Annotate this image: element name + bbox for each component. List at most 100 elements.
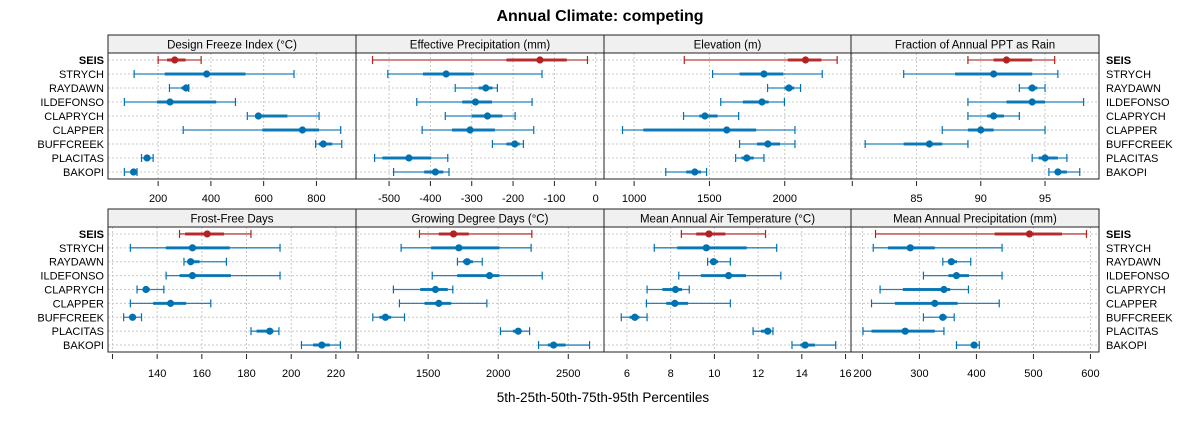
panel-strip xyxy=(108,209,356,227)
site-label-left: PLACITAS xyxy=(52,153,104,165)
median-point xyxy=(1041,154,1049,162)
median-point xyxy=(990,112,998,120)
site-label-left: ILDEFONSO xyxy=(40,97,104,109)
median-point xyxy=(758,98,766,106)
median-point xyxy=(431,168,439,176)
panel-growing-degree-days-c: Growing Degree Days (°C) 1500 2000 2500 xyxy=(355,208,605,380)
site-label-left: BAKOPI xyxy=(63,167,104,179)
site-label-right: SEIS xyxy=(1106,229,1131,241)
site-label-right: PLACITAS xyxy=(1106,153,1158,165)
median-point xyxy=(801,341,809,349)
site-label-right: CLAPPER xyxy=(1106,125,1157,137)
interval-seis xyxy=(418,229,533,238)
site-label-left: SEIS xyxy=(79,55,104,67)
median-point xyxy=(166,299,175,307)
x-tick-label: 200 xyxy=(149,193,167,205)
site-label-right: CLAPPER xyxy=(1106,298,1157,310)
interval-strych xyxy=(129,243,281,252)
interval-clapper xyxy=(621,126,796,134)
panel-strip xyxy=(108,35,356,53)
median-point xyxy=(471,98,480,106)
x-tick-label: 90 xyxy=(975,193,987,205)
median-point xyxy=(947,258,955,266)
site-label-left: RAYDAWN xyxy=(49,83,104,95)
interval-placitas xyxy=(374,154,449,162)
interval-ildefonso xyxy=(967,98,1085,106)
median-point xyxy=(142,285,150,294)
panels-layer: Design Freeze Index (°C) 200 400 600 800 Effe… xyxy=(107,34,1100,380)
median-point xyxy=(952,272,961,280)
median-point xyxy=(743,154,751,162)
panel-strip xyxy=(356,35,604,53)
interval-clapper xyxy=(645,299,731,308)
x-tick-label: 180 xyxy=(237,368,255,380)
interval-seis xyxy=(874,229,1088,238)
panel-strip xyxy=(851,209,1099,227)
panel-strip-title: Fraction of Annual PPT as Rain xyxy=(895,40,1055,52)
median-point xyxy=(129,168,138,176)
panel-design-freeze-index-c: Design Freeze Index (°C) 200 400 600 800 xyxy=(107,34,357,205)
panel-border xyxy=(107,208,357,353)
site-label-right: BUFFCREEK xyxy=(1106,312,1173,324)
x-tick-label: 2000 xyxy=(772,193,796,205)
median-point xyxy=(760,70,768,78)
x-tick-label: 2500 xyxy=(556,368,580,380)
median-point xyxy=(405,154,413,162)
site-label-right: CLAPRYCH xyxy=(1106,111,1166,123)
site-label-left: BUFFCREEK xyxy=(37,139,104,151)
x-tick-label: 16 xyxy=(839,368,851,380)
interval-ildefonso xyxy=(416,98,533,106)
site-label-left: SEIS xyxy=(79,229,104,241)
interval-buffcreek xyxy=(922,313,955,322)
panel-strip xyxy=(356,209,604,227)
median-point xyxy=(318,341,326,349)
chart-title: Annual Climate: competing xyxy=(496,8,703,25)
x-tick-label: 1500 xyxy=(416,368,440,380)
interval-buffcreek xyxy=(864,140,969,148)
interval-ildefonso xyxy=(123,98,237,106)
interval-seis xyxy=(680,229,767,238)
interval-strych xyxy=(711,70,823,78)
x-tick-label: 1000 xyxy=(622,193,646,205)
median-point xyxy=(939,313,947,321)
site-label-right: ILDEFONSO xyxy=(1106,97,1170,109)
interval-buffcreek xyxy=(620,313,648,322)
panel-strip xyxy=(604,209,851,227)
site-label-right: RAYDAWN xyxy=(1106,83,1161,95)
median-point xyxy=(702,244,710,252)
median-point xyxy=(701,112,709,120)
x-tick-label: 85 xyxy=(910,193,922,205)
site-label-left: CLAPPER xyxy=(53,298,104,310)
interval-bakopi xyxy=(665,168,708,176)
panel-fraction-of-annual-ppt-as-rain: Fraction of Annual PPT as Rain 85 90 95 xyxy=(850,34,1100,205)
interval-placitas xyxy=(250,327,280,336)
panel-border xyxy=(603,208,852,353)
median-point xyxy=(187,258,195,266)
median-point xyxy=(1002,56,1011,64)
site-label-left: RAYDAWN xyxy=(49,257,104,269)
median-point xyxy=(970,341,978,349)
interval-placitas xyxy=(752,327,774,336)
interval-ildefonso xyxy=(720,98,786,106)
site-label-right: ILDEFONSO xyxy=(1106,271,1170,283)
panel-strip-title: Growing Degree Days (°C) xyxy=(412,214,549,226)
x-tick-label: -200 xyxy=(502,193,524,205)
panel-effective-precipitation-mm: Effective Precipitation (mm) -500 -400 -300… xyxy=(355,34,605,205)
interval-raydawn xyxy=(1018,84,1046,92)
panel-strip xyxy=(851,35,1099,53)
median-point xyxy=(925,140,933,148)
median-point xyxy=(931,299,939,307)
median-point xyxy=(298,126,307,134)
site-label-right: CLAPRYCH xyxy=(1106,285,1166,297)
interval-bakopi xyxy=(393,168,450,176)
interval-bakopi xyxy=(537,341,591,350)
interval-strych xyxy=(133,70,295,78)
median-point xyxy=(1028,84,1036,92)
x-tick-label: -100 xyxy=(543,193,565,205)
median-point xyxy=(549,341,558,349)
x-tick-label: 8 xyxy=(668,368,674,380)
median-point xyxy=(442,70,450,78)
median-point xyxy=(705,230,713,238)
